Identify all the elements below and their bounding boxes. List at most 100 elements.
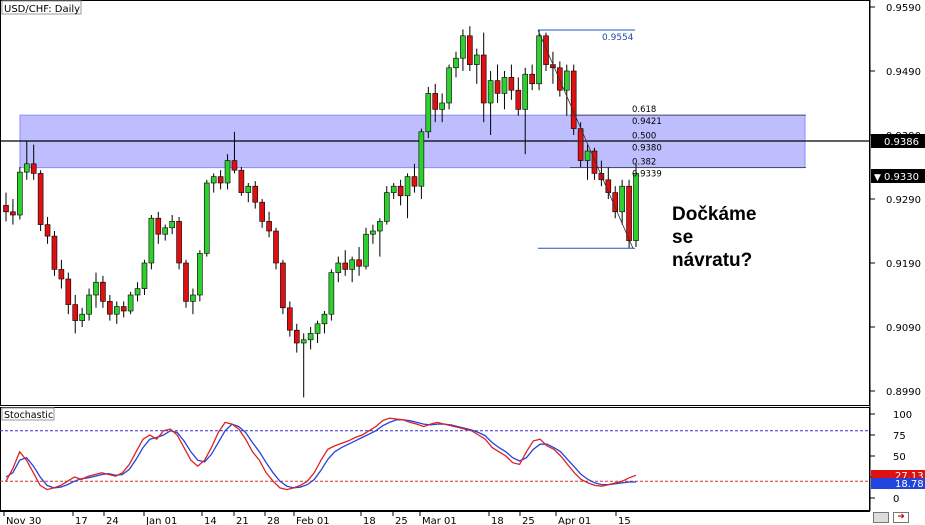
candle [183, 259, 189, 308]
candle-body [259, 201, 265, 222]
candle [23, 141, 30, 180]
current-price-label: 0.9330 [884, 172, 919, 183]
stochastic-title: Stochastic [4, 410, 53, 421]
candle-body [280, 262, 286, 309]
candle [113, 301, 120, 324]
candle-body [65, 278, 72, 305]
candle [515, 77, 522, 116]
candle-body [58, 269, 65, 280]
candle [314, 320, 321, 343]
time-tick-label: 18 [363, 516, 376, 525]
candle [245, 183, 252, 203]
candle [107, 295, 113, 321]
candle-body [536, 35, 542, 85]
candle-body [3, 205, 9, 213]
candle [453, 51, 459, 78]
scroll-toggle-button[interactable] [873, 512, 889, 523]
current-price-marker: ▼ [874, 173, 881, 183]
candle-body [72, 304, 79, 321]
candle [93, 272, 99, 308]
candle [120, 301, 127, 318]
candle-body [245, 185, 252, 193]
candle-body [141, 262, 148, 289]
candle [508, 64, 515, 100]
candle [626, 179, 632, 249]
candle [197, 250, 203, 302]
candle-body [44, 224, 51, 237]
candle-body [217, 176, 224, 184]
candle-body [522, 73, 529, 110]
candle [44, 216, 51, 244]
price-tick-label: 0.8990 [886, 387, 921, 398]
candle-body [86, 294, 92, 315]
candle [10, 199, 16, 225]
candle [439, 93, 445, 123]
candle-body [591, 150, 598, 174]
candle [169, 215, 175, 235]
candle [65, 272, 72, 315]
candle [300, 333, 307, 398]
candle-body [453, 57, 459, 69]
candle [224, 154, 231, 190]
candle [349, 256, 355, 283]
candle [370, 224, 376, 244]
candle [210, 173, 217, 193]
candle-body [626, 185, 632, 241]
candle [356, 247, 362, 276]
candle-body [314, 323, 321, 334]
candle-body [197, 253, 203, 296]
candle [259, 199, 265, 228]
candle-body [633, 173, 639, 241]
candle [280, 259, 286, 315]
candle [328, 269, 335, 321]
stoch-tick-label: 0 [893, 494, 899, 505]
candle-body [287, 307, 293, 331]
candle [100, 275, 106, 308]
price-tick-label: 0.9090 [886, 323, 921, 334]
candle [217, 170, 224, 190]
chart-title: USD/CHF: Daily [4, 4, 80, 15]
candle-body [335, 262, 342, 273]
stoch-d-value-box [871, 478, 925, 489]
candle-body [612, 192, 619, 213]
candle-body [203, 182, 210, 254]
candle-body [570, 70, 577, 129]
candle-body [100, 281, 106, 302]
current-price-box [871, 169, 925, 183]
caption-line-1: Dočkáme se [672, 204, 757, 248]
auto-scroll-icon[interactable]: ➜ [893, 512, 909, 523]
candle [86, 288, 92, 321]
candle-body [169, 221, 175, 229]
price-tick-label: 0.9590 [886, 3, 921, 14]
candle-body [51, 235, 58, 270]
candle [17, 167, 23, 220]
candle-body [418, 131, 425, 187]
candle [155, 211, 162, 244]
candle [467, 26, 473, 71]
candle-body [363, 233, 369, 267]
candle [404, 173, 411, 219]
candle [432, 83, 439, 123]
fib-price-label: 0.9380 [632, 143, 662, 153]
candle-body [321, 313, 328, 325]
time-tick-label: Nov 30 [6, 516, 41, 525]
time-tick-label: Mar 01 [422, 516, 457, 525]
candle-body [473, 54, 480, 65]
candle-body [439, 102, 445, 110]
candle [494, 64, 501, 103]
candle-body [238, 169, 245, 193]
candle-body [557, 67, 563, 91]
stoch-tick-label: 50 [893, 452, 906, 463]
fib-price-label: 0.9421 [632, 117, 662, 127]
candle-body [577, 128, 584, 161]
candle-body [231, 160, 238, 171]
candle [487, 71, 494, 135]
candle-body [584, 150, 591, 161]
candle [287, 301, 293, 337]
stoch-d-value: 18.78 [895, 479, 924, 490]
candle [557, 61, 563, 97]
candle [411, 163, 418, 193]
candle [383, 186, 390, 225]
candle [51, 231, 58, 276]
candle [293, 323, 300, 353]
